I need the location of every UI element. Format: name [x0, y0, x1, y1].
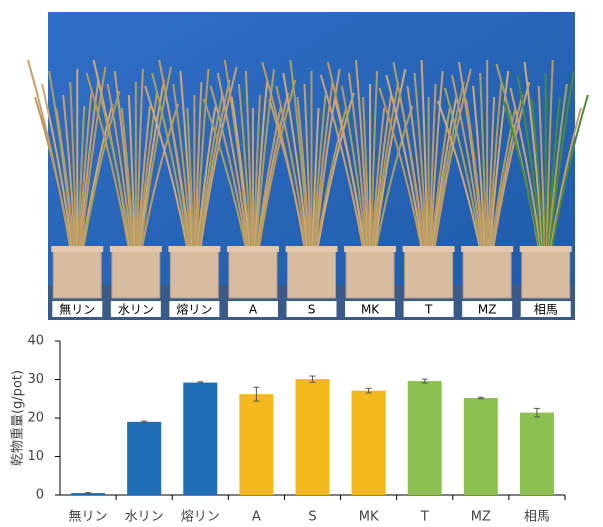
x-tick-label: 熔リン — [181, 510, 220, 525]
pot — [288, 248, 336, 298]
pot — [229, 248, 277, 298]
pot — [346, 248, 394, 298]
photo-label: 無リン — [59, 302, 95, 317]
pot — [405, 248, 453, 298]
y-tick-label: 0 — [36, 488, 44, 503]
x-tick-label: MK — [359, 510, 379, 525]
photo-label: MZ — [478, 303, 497, 317]
x-tick-label: 相馬 — [524, 510, 550, 525]
bar — [296, 379, 330, 495]
x-tick-label: 水リン — [125, 510, 164, 525]
bar — [352, 391, 386, 495]
x-tick-label: A — [252, 510, 261, 525]
y-tick-label: 20 — [27, 411, 44, 426]
photo-label: 相馬 — [534, 303, 558, 317]
photo: 無リン 水リン 熔リン A S MK T MZ 相馬 — [28, 12, 588, 320]
pot-rim — [110, 246, 162, 252]
pot-rim — [461, 246, 513, 252]
bar — [408, 381, 442, 495]
page: 無リン水リン熔リンASMKTMZ相馬 乾物重量(g/pot) 010203040… — [0, 0, 603, 527]
bar — [464, 398, 498, 495]
pot — [463, 248, 511, 298]
pot — [53, 248, 101, 298]
pot-rim — [344, 246, 396, 252]
pot-rim — [51, 246, 103, 252]
pot-rim — [403, 246, 455, 252]
photo-label: S — [308, 303, 316, 317]
bar — [239, 394, 273, 495]
pot — [112, 248, 160, 298]
y-axis-label: 乾物重量(g/pot) — [10, 370, 26, 466]
x-tick-label: MZ — [471, 510, 491, 525]
y-tick-label: 40 — [27, 334, 44, 349]
x-tick-label: S — [308, 510, 316, 525]
photo-label: 熔リン — [176, 302, 212, 317]
photo-label: 水リン — [118, 303, 154, 317]
figure: 無リン水リン熔リンASMKTMZ相馬 乾物重量(g/pot) 010203040… — [0, 0, 603, 527]
y-tick-label: 30 — [27, 372, 44, 387]
pot — [522, 248, 570, 298]
bar — [520, 413, 554, 495]
pot-rim — [168, 246, 220, 252]
bar — [183, 383, 217, 495]
x-tick-label: 無リン — [69, 510, 108, 525]
bar — [127, 422, 161, 495]
photo-label: T — [424, 303, 433, 317]
photo-label: MK — [361, 303, 380, 317]
pot-rim — [227, 246, 279, 252]
photo-label: A — [249, 303, 258, 317]
pot-rim — [286, 246, 338, 252]
pot — [170, 248, 218, 298]
x-tick-label: T — [420, 510, 429, 525]
pot-rim — [520, 246, 572, 252]
y-tick-label: 10 — [27, 449, 44, 464]
